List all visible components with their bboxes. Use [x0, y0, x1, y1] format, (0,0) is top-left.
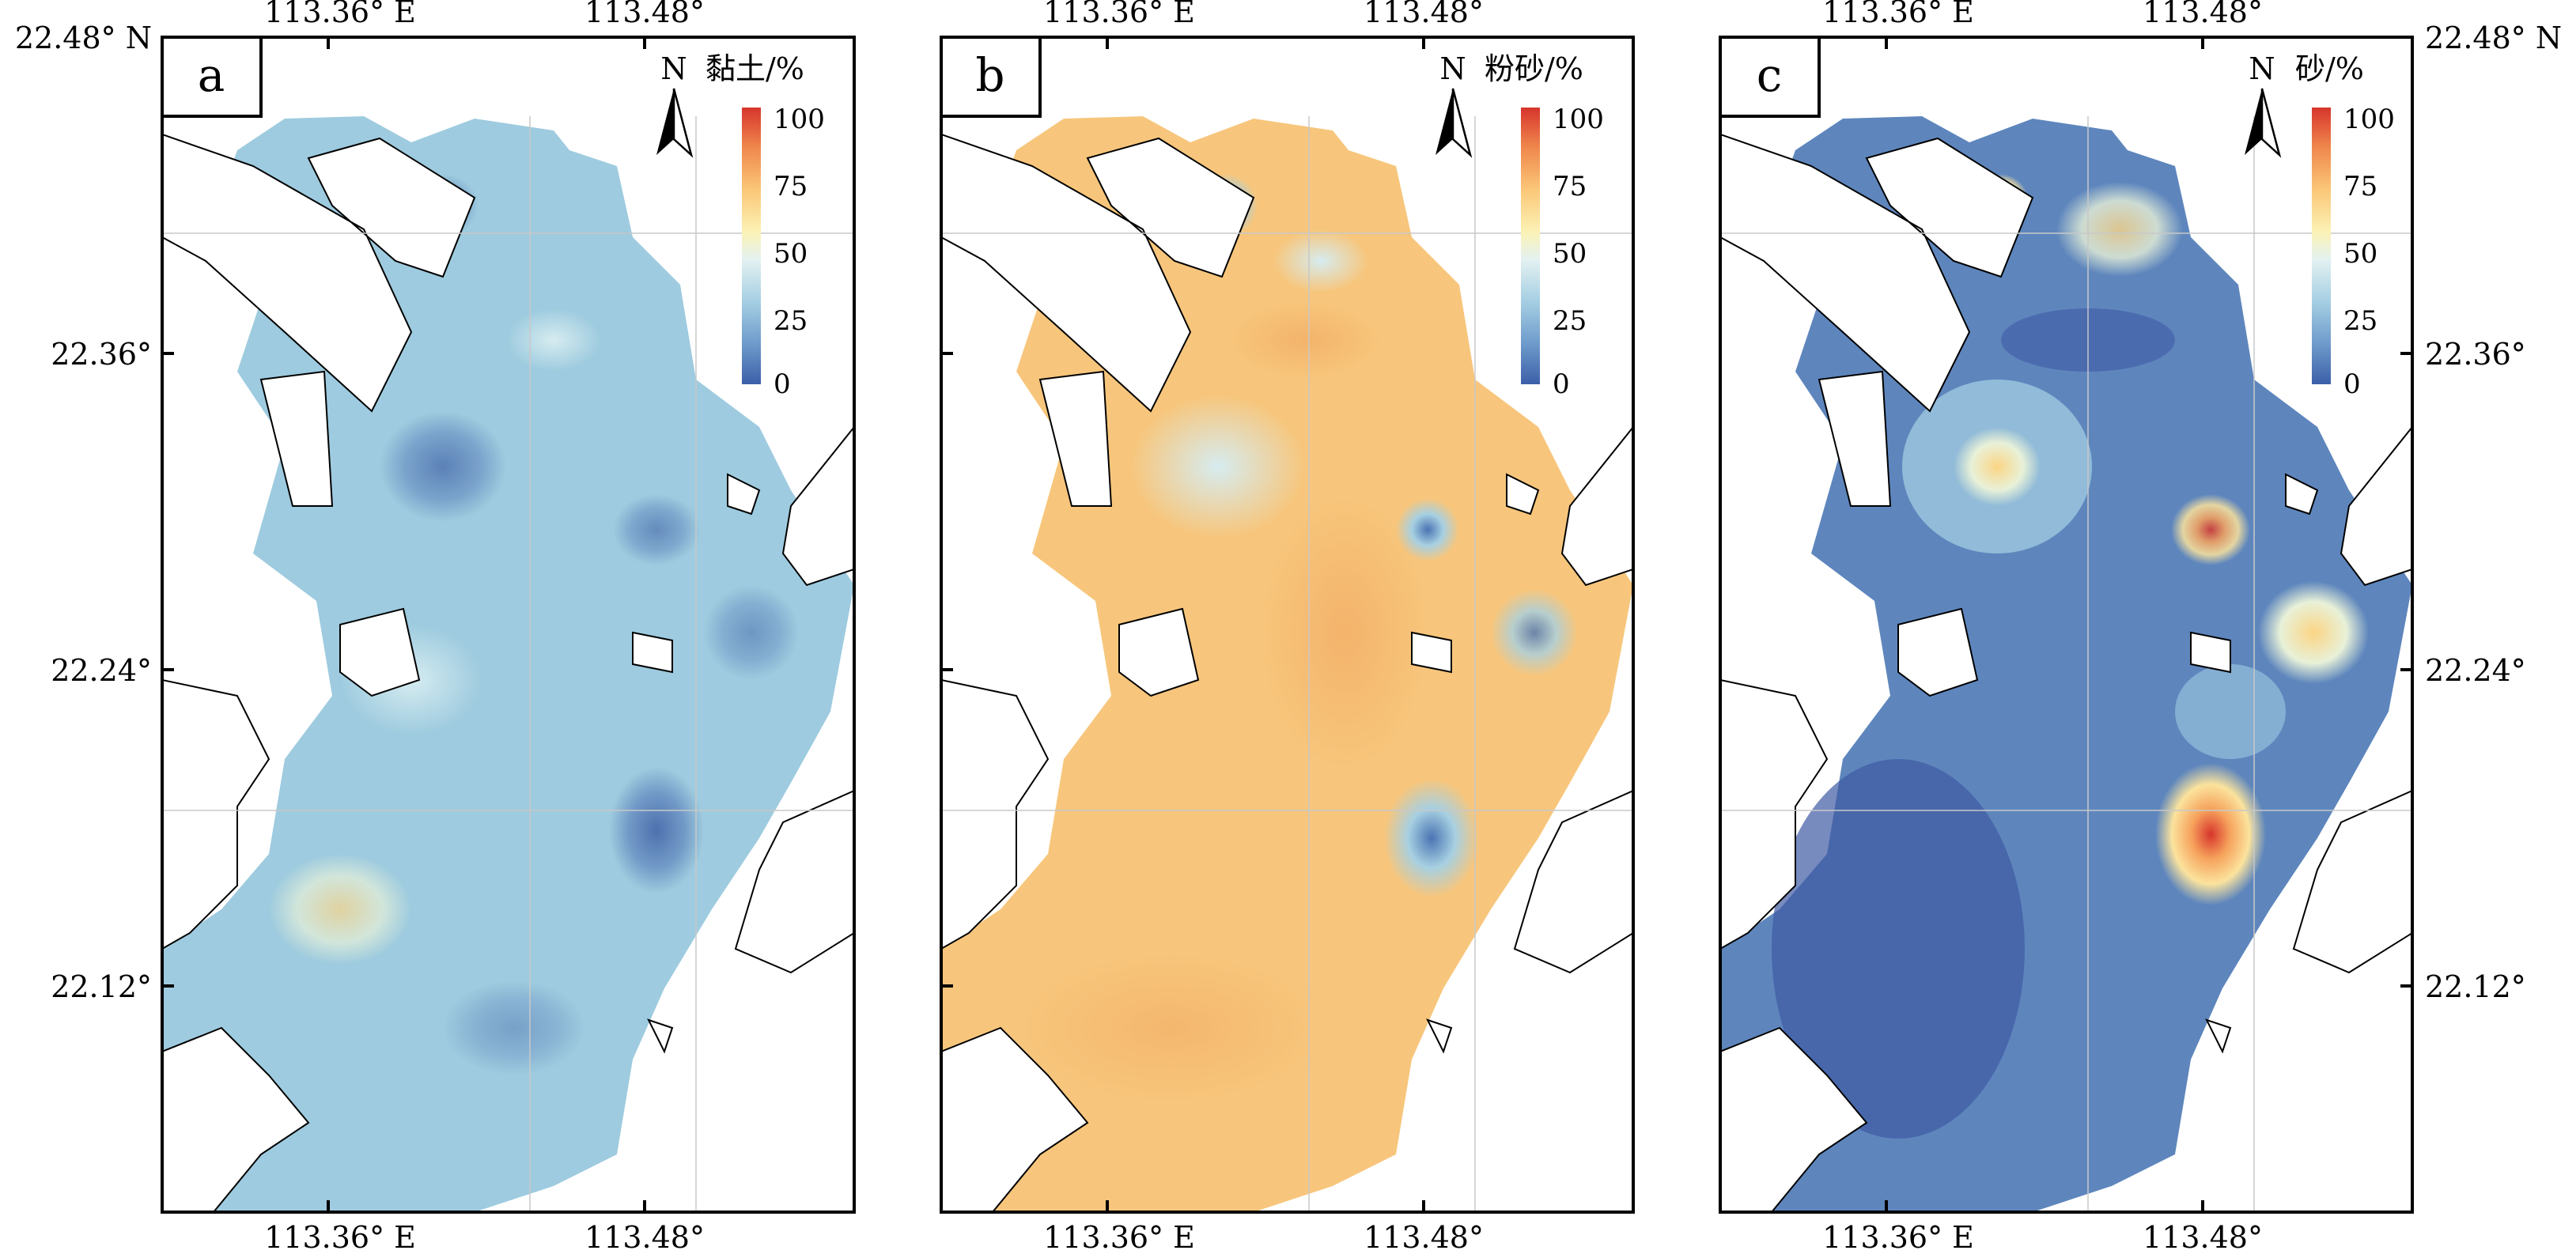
panel-b-map [941, 116, 1633, 1212]
panel-a-land-west [162, 678, 310, 1212]
panel-a-top-lon-label-2: 113.48° [584, 0, 705, 29]
panel-c-north-label: N [2249, 51, 2275, 86]
panel-a-land-islands [162, 133, 761, 1054]
panel-b-frame [940, 36, 1635, 1214]
panel-a-letter-box [161, 36, 263, 118]
panel-a-frame [161, 36, 856, 1214]
panel-b-land-east [1513, 425, 1633, 974]
svg-text:0: 0 [2343, 368, 2361, 400]
panel-a-lat-label-4: 22.12° [51, 969, 152, 1004]
panel-b-north-label: N [1439, 51, 1466, 86]
panel-b: b N 粉砂/% 100 75 50 25 0 113.36° E 113.48… [940, 0, 1635, 1254]
svg-text:50: 50 [1553, 238, 1587, 270]
panel-b-legend-title: 粉砂/% [1485, 51, 1583, 86]
panel-b-north-arrow-icon [1436, 89, 1453, 155]
panel-c-letter-box [1719, 36, 1821, 118]
svg-text:100: 100 [1553, 104, 1604, 135]
panel-b-bottom-lon-label-1: 113.36° E [1043, 1220, 1195, 1254]
svg-text:25: 25 [1553, 305, 1587, 337]
panel-a-bottom-lon-label-2: 113.48° [584, 1220, 705, 1254]
panel-a-colorbar-ticks: 100 75 50 25 0 [774, 104, 825, 400]
panel-a-map [162, 116, 854, 1212]
panel-c-land-west [1720, 678, 1868, 1212]
svg-text:0: 0 [1553, 368, 1570, 400]
panel-a-bottom-lon-label-1: 113.36° E [264, 1220, 416, 1254]
panel-c: c N 砂/% 100 75 50 25 0 113.36° E 113.48°… [1719, 0, 2562, 1254]
panel-c-lat-label-1: 22.48° N [2425, 21, 2562, 55]
panel-b-letter-box [940, 36, 1042, 118]
panel-c-land-east [2292, 425, 2412, 974]
panel-c-bottom-lon-label-2: 113.48° [2143, 1220, 2263, 1254]
panel-a: a N 黏土/% 100 75 50 25 0 113.36° E 113.48… [15, 0, 856, 1254]
panel-c-top-lon-label-2: 113.48° [2143, 0, 2263, 29]
panel-c-letter: c [1757, 48, 1782, 102]
panel-b-bottom-lon-label-2: 113.48° [1364, 1220, 1484, 1254]
panel-c-land-islands [1720, 133, 2319, 1054]
panel-c-lat-label-3: 22.24° [2425, 653, 2526, 688]
panel-a-lat-label-1: 22.48° N [15, 21, 152, 55]
panel-c-colorbar-ticks: 100 75 50 25 0 [2343, 104, 2395, 400]
panel-a-top-lon-label-1: 113.36° E [264, 0, 416, 29]
panel-c-legend-title: 砂/% [2295, 51, 2364, 86]
panel-b-top-lon-label-2: 113.48° [1364, 0, 1484, 29]
svg-text:50: 50 [774, 238, 808, 270]
panel-b-land-islands [941, 133, 1540, 1054]
panel-c-lat-label-4: 22.12° [2425, 969, 2526, 1004]
panel-b-top-lon-label-1: 113.36° E [1043, 0, 1195, 29]
panel-a-letter: a [198, 48, 225, 102]
panel-c-bottom-lon-label-1: 113.36° E [1822, 1220, 1974, 1254]
svg-text:0: 0 [774, 368, 791, 400]
svg-text:50: 50 [2343, 238, 2377, 270]
svg-text:25: 25 [2343, 305, 2377, 337]
svg-text:100: 100 [2343, 104, 2395, 135]
svg-text:75: 75 [2343, 171, 2377, 202]
panel-c-map [1720, 116, 2412, 1212]
panel-a-axis-ticks [162, 37, 646, 1212]
panel-b-letter: b [975, 48, 1004, 102]
panel-a-north-label: N [660, 51, 687, 86]
panel-b-colorbar [1521, 108, 1540, 384]
svg-text:25: 25 [774, 305, 808, 337]
panel-c-axis-ticks [1885, 37, 2412, 1212]
svg-text:75: 75 [774, 171, 808, 202]
panel-a-legend-title: 黏土/% [705, 51, 804, 86]
panel-b-colorbar-ticks: 100 75 50 25 0 [1553, 104, 1604, 400]
panel-c-lat-label-2: 22.36° [2425, 337, 2526, 372]
panel-c-north-arrow-icon [2245, 89, 2262, 155]
panel-c-colorbar [2312, 108, 2331, 384]
panel-b-land-west [941, 678, 1089, 1212]
panel-a-lat-label-3: 22.24° [51, 653, 152, 688]
svg-text:75: 75 [1553, 171, 1587, 202]
svg-text:100: 100 [774, 104, 825, 135]
panel-c-frame [1719, 36, 2414, 1214]
panel-b-axis-ticks [941, 37, 1425, 1212]
panel-a-colorbar [742, 108, 761, 384]
panel-a-lat-label-2: 22.36° [51, 337, 152, 372]
panel-c-top-lon-label-1: 113.36° E [1822, 0, 1974, 29]
panel-a-land-east [734, 425, 854, 974]
panel-a-north-arrow-icon [656, 89, 674, 155]
